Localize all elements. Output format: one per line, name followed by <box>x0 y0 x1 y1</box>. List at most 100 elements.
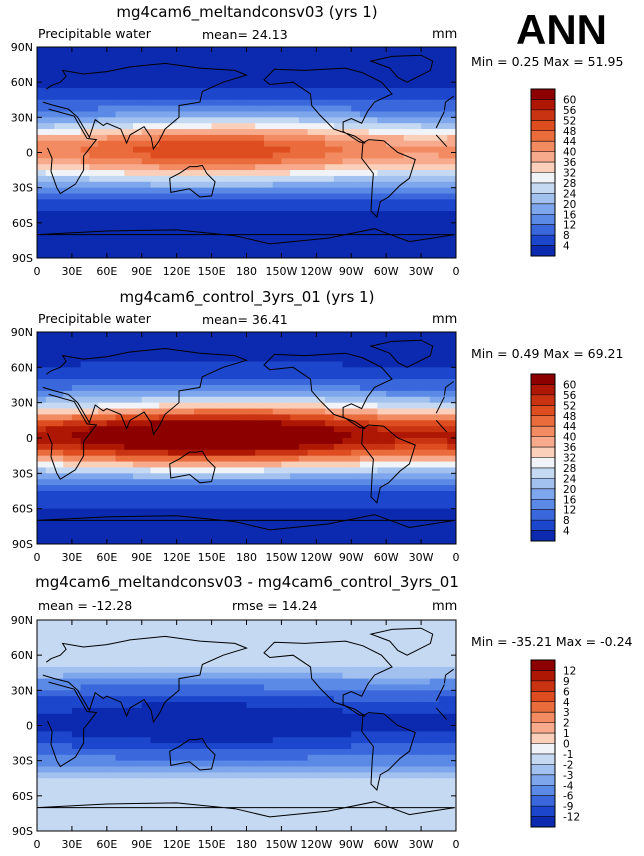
panel-2-xtick: 120E <box>163 551 191 564</box>
panel-1-xtick: 0 <box>453 265 460 278</box>
colorbar-swatch <box>531 670 555 682</box>
coastline-northamerica <box>263 67 393 144</box>
colorbar-swatch <box>531 457 555 469</box>
panel-2-ytick: 30S <box>12 467 33 480</box>
colorbar-label: 52 <box>563 115 576 127</box>
panel-1-ytick: 90S <box>12 252 33 265</box>
panel-3-field <box>37 620 456 831</box>
panel-3-ytick: 60N <box>11 649 33 662</box>
panel-2-xtick: 180 <box>236 551 257 564</box>
colorbar-label: 52 <box>563 400 576 412</box>
colorbar-label: 8 <box>563 230 570 242</box>
colorbar-swatch <box>531 109 555 121</box>
colorbar-swatch <box>531 384 555 396</box>
colorbar-swatch <box>531 245 555 257</box>
panel-1-map: 0 30E 60E 90E 120E 150E 180 150W 120W 90W 60W 30W 09… <box>11 41 460 278</box>
panel-3-ytick: 0 <box>26 720 33 733</box>
colorbar-swatch <box>531 120 555 132</box>
colorbar-swatch <box>531 426 555 438</box>
colorbar-label: -12 <box>563 812 580 824</box>
coastline-australia <box>169 450 216 484</box>
panel-1-title: mg4cam6_meltandconsv03 (yrs 1) <box>116 3 378 21</box>
panel-1-stat-label: mean= 24.13 <box>202 27 288 42</box>
colorbar-swatch <box>531 141 555 153</box>
colorbar-label: 40 <box>563 432 576 444</box>
panel-1-left-label: Precipitable water <box>38 26 151 41</box>
panel-2-xtick: 150W <box>265 551 297 564</box>
colorbar-swatch <box>531 193 555 205</box>
coastline-eurasia <box>443 381 454 396</box>
panel-3-ytick: 30N <box>11 684 33 697</box>
panel-1-xtick: 90E <box>131 265 152 278</box>
panel-2-field <box>37 332 456 544</box>
colorbar-swatch <box>531 774 555 786</box>
panel-1-field <box>37 47 456 258</box>
colorbar-label: 28 <box>563 463 576 475</box>
panel-1-units: mm <box>432 27 458 42</box>
panel-2-coastlines <box>37 339 455 531</box>
colorbar-label: 20 <box>563 484 576 496</box>
coastline-africa <box>435 684 445 702</box>
colorbar-label: 24 <box>563 473 577 485</box>
colorbar-label: 20 <box>563 199 576 211</box>
colorbar-label: 60 <box>563 94 576 106</box>
colorbar-label: 0 <box>563 739 570 751</box>
colorbar-swatch <box>531 712 555 724</box>
colorbar-swatch <box>531 374 555 385</box>
panel-1-ytick: 30S <box>12 182 33 195</box>
coastline-northamerica <box>263 352 393 430</box>
coastline-antarctica <box>37 514 455 531</box>
coastline-southamerica <box>361 139 416 218</box>
panel-3-xtick: 150E <box>198 838 226 851</box>
colorbar-label: 56 <box>563 105 577 117</box>
colorbar-label: 40 <box>563 147 576 159</box>
colorbar-swatch <box>531 162 555 173</box>
panel-1-ytick: 30N <box>11 111 33 124</box>
panel-3-ytick: 90S <box>12 825 33 838</box>
coastline-africa <box>435 111 445 129</box>
colorbar-label: 12 <box>563 665 576 677</box>
panel-1-ytick: 0 <box>26 147 33 160</box>
panel-1-xtick: 60E <box>96 265 117 278</box>
panel-3-xtick: 90W <box>339 838 364 851</box>
panel-2-title: mg4cam6_control_3yrs_01 (yrs 1) <box>119 288 375 306</box>
colorbar-label: -1 <box>563 749 573 761</box>
panel-1-xtick: 30W <box>409 265 434 278</box>
colorbar-swatch <box>531 722 555 734</box>
coastline-australia <box>169 164 216 198</box>
colorbar-swatch <box>531 499 555 511</box>
colorbar-label: 16 <box>563 209 577 221</box>
colorbar-label: 36 <box>563 157 577 169</box>
colorbar-label: 48 <box>563 126 576 138</box>
colorbar-swatch <box>531 530 555 542</box>
colorbar-swatch <box>531 806 555 817</box>
panel-2-left-label: Precipitable water <box>38 311 151 326</box>
coastline-eurasia <box>42 62 248 151</box>
panel-3-ytick: 90N <box>11 614 33 627</box>
panel-3-xtick: 60E <box>96 838 117 851</box>
colorbar-label: 3 <box>563 707 570 719</box>
colorbar-label: -2 <box>563 759 573 771</box>
colorbar-label: -4 <box>563 780 574 792</box>
colorbar-swatch <box>531 764 555 776</box>
colorbar-swatch <box>531 447 555 458</box>
coastline-antarctica <box>37 801 455 818</box>
panel-1-xtick: 150E <box>198 265 226 278</box>
colorbar-swatch <box>531 151 555 163</box>
panel-3-xtick: 120W <box>300 838 332 851</box>
panel-3-map: 0 30E 60E 90E 120E 150E 180 150W 120W 90W 60W 30W 09… <box>11 614 460 851</box>
colorbar-swatch <box>531 467 555 479</box>
colorbar-swatch <box>531 660 555 671</box>
colorbar-swatch <box>531 235 555 246</box>
colorbar-swatch <box>531 816 555 828</box>
colorbar-swatch <box>531 203 555 215</box>
season-label: ANN <box>516 6 607 53</box>
panel-2-xtick: 90W <box>339 551 364 564</box>
colorbar-swatch <box>531 733 555 744</box>
panel-3-xtick: 0 <box>34 838 41 851</box>
colorbar-label: -6 <box>563 791 574 803</box>
coastline-eurasia <box>443 668 454 684</box>
panel-1-ytick: 90N <box>11 41 33 54</box>
colorbar-label: 8 <box>563 515 570 527</box>
colorbar-label: 56 <box>563 390 577 402</box>
